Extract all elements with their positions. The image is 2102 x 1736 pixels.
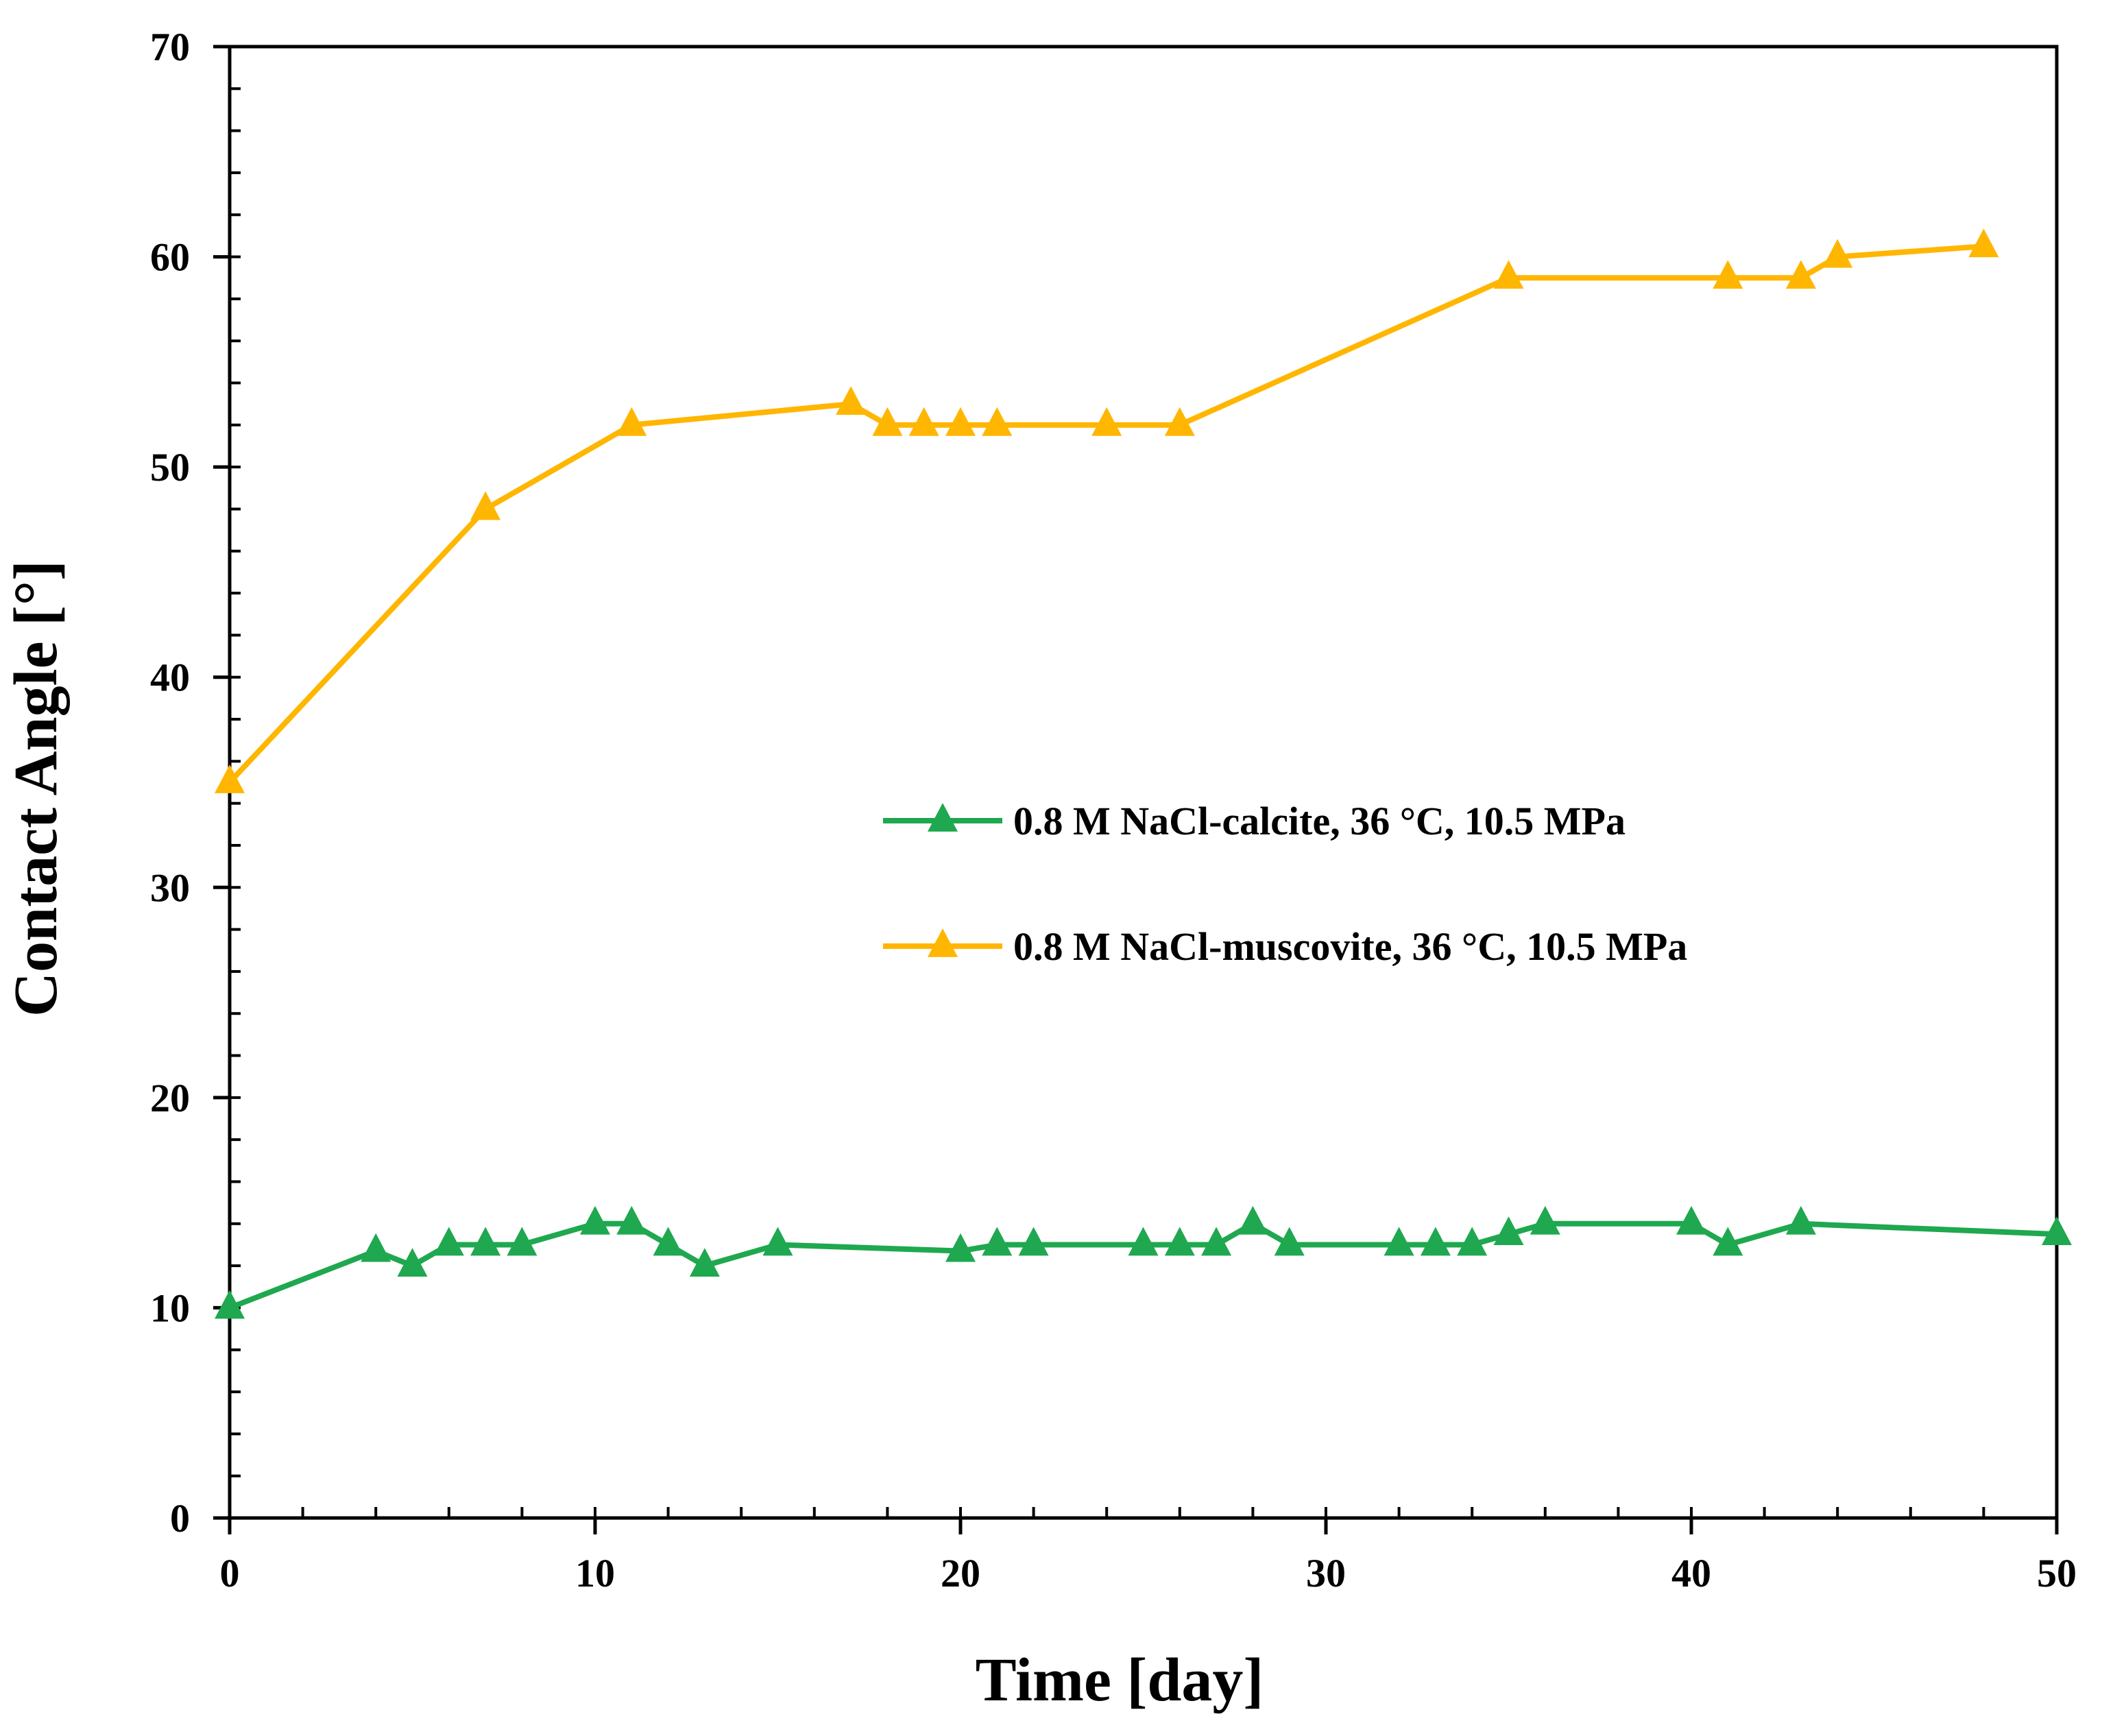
data-point (361, 1233, 391, 1262)
x-tick-label: 0 (220, 1551, 240, 1595)
data-point (1201, 1227, 1232, 1256)
data-point (616, 407, 647, 436)
series-2 (215, 228, 1999, 793)
data-point (945, 407, 976, 436)
x-tick-label: 20 (941, 1551, 980, 1595)
data-point (653, 1227, 684, 1256)
data-point (1384, 1227, 1414, 1256)
data-point (872, 407, 903, 436)
series-line (228, 1220, 2057, 1311)
data-point (836, 386, 867, 415)
data-point (215, 1290, 245, 1319)
data-point (1968, 228, 1999, 258)
data-point (215, 764, 245, 793)
data-point (945, 1233, 976, 1262)
major-ticks (213, 45, 2059, 1534)
legend: 0.8 M NaCl-calcite, 36 °C, 10.5 MPa 0.8 M… (883, 799, 1687, 969)
x-tick-label: 40 (1671, 1551, 1711, 1595)
data-point (1457, 1227, 1488, 1256)
data-point (616, 1205, 647, 1235)
x-axis-title: Time [day] (976, 1646, 1264, 1714)
data-point (1164, 407, 1195, 436)
data-point (1713, 1227, 1743, 1256)
y-tick-label: 70 (150, 25, 190, 69)
data-point (1493, 1216, 1524, 1246)
x-tick-label: 50 (2037, 1551, 2077, 1595)
data-point (1785, 1205, 1816, 1235)
data-point (982, 407, 1013, 436)
legend-item: 0.8 M NaCl-calcite, 36 °C, 10.5 MPa (883, 799, 1626, 843)
series-1 (215, 1205, 2072, 1319)
y-tick-label: 20 (150, 1076, 190, 1120)
data-point (689, 1248, 720, 1277)
data-point (1676, 1205, 1706, 1235)
minor-ticks (228, 45, 2058, 1519)
y-tick-label: 60 (150, 235, 190, 280)
data-point (470, 491, 501, 520)
legend-item: 0.8 M NaCl-muscovite, 36 °C, 10.5 MPa (883, 924, 1687, 969)
y-tick-label: 10 (150, 1286, 190, 1330)
data-point (1713, 260, 1743, 289)
data-point (1128, 1227, 1159, 1256)
data-point (908, 407, 939, 436)
data-point (397, 1248, 428, 1277)
x-tick-label: 30 (1306, 1551, 1346, 1595)
data-point (762, 1227, 793, 1256)
x-tick-labels: 0 10 20 30 40 50 (220, 1551, 2077, 1595)
legend-marker (928, 928, 958, 957)
data-point (2042, 1216, 2072, 1246)
data-point (1785, 260, 1816, 289)
y-tick-label: 30 (150, 865, 190, 910)
y-tick-labels: 0 10 20 30 40 50 60 70 (150, 25, 190, 1541)
data-point (1493, 260, 1524, 289)
y-tick-label: 0 (170, 1496, 190, 1541)
data-point (1530, 1205, 1560, 1235)
data-point (433, 1227, 464, 1256)
data-point (1237, 1205, 1268, 1235)
data-point (507, 1227, 537, 1256)
series-layer (215, 228, 2072, 1319)
legend-marker (928, 803, 958, 832)
x-tick-label: 10 (575, 1551, 615, 1595)
data-point (1018, 1227, 1049, 1256)
legend-label: 0.8 M NaCl-muscovite, 36 °C, 10.5 MPa (1013, 924, 1687, 969)
data-point (982, 1227, 1013, 1256)
legend-label: 0.8 M NaCl-calcite, 36 °C, 10.5 MPa (1013, 799, 1626, 843)
data-point (1164, 1227, 1195, 1256)
data-point (470, 1227, 501, 1256)
data-point (1420, 1227, 1451, 1256)
data-point (580, 1205, 610, 1235)
y-axis-title: Contact Angle [°] (2, 560, 70, 1017)
data-point (1091, 407, 1122, 436)
y-tick-label: 50 (150, 445, 190, 490)
y-tick-label: 40 (150, 655, 190, 700)
data-point (1822, 239, 1853, 268)
data-point (1274, 1227, 1305, 1256)
